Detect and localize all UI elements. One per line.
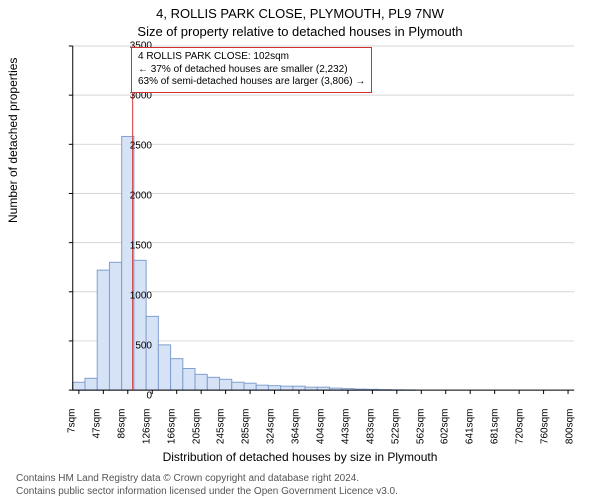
annotation-line: 63% of semi-detached houses are larger (… <box>138 76 365 89</box>
annotation-line: 4 ROLLIS PARK CLOSE: 102sqm <box>138 51 365 64</box>
y-tick-label: 500 <box>112 341 152 352</box>
footer-line1: Contains HM Land Registry data © Crown c… <box>16 473 359 484</box>
y-tick-label: 1000 <box>112 291 152 302</box>
page-title-line2: Size of property relative to detached ho… <box>0 24 600 39</box>
footer-line2: Contains public sector information licen… <box>16 486 398 497</box>
y-axis-label: Number of detached properties <box>6 58 20 223</box>
page-title-line1: 4, ROLLIS PARK CLOSE, PLYMOUTH, PL9 7NW <box>0 6 600 21</box>
y-tick-label: 0 <box>112 391 152 402</box>
annotation-line: ← 37% of detached houses are smaller (2,… <box>138 64 365 77</box>
x-axis-label: Distribution of detached houses by size … <box>0 450 600 464</box>
marker-annotation: 4 ROLLIS PARK CLOSE: 102sqm ← 37% of det… <box>131 47 372 93</box>
y-tick-label: 1500 <box>112 241 152 252</box>
y-tick-label: 2500 <box>112 141 152 152</box>
y-tick-label: 2000 <box>112 191 152 202</box>
